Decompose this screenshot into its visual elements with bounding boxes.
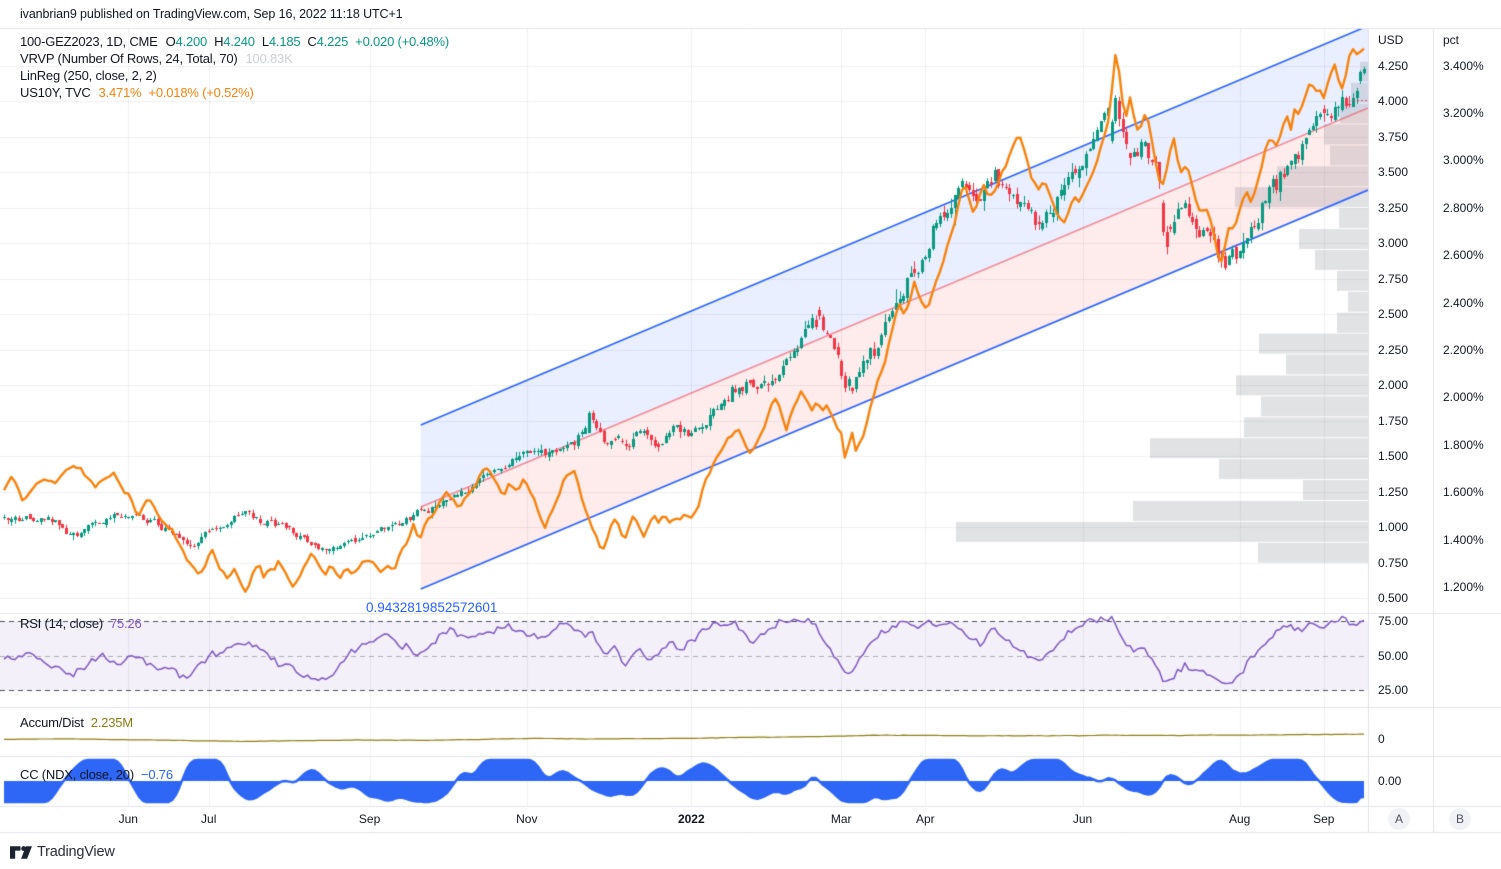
axis-tick: 0.00: [1378, 774, 1402, 788]
ad-value: 2.235M: [90, 715, 133, 730]
us10y-value: 3.471%: [98, 85, 142, 100]
axis-tick: 1.400%: [1443, 532, 1484, 547]
axis-tick: 1.750: [1378, 413, 1409, 428]
tradingview-logo-text: TradingView: [37, 844, 115, 860]
symbol-title: 100-GEZ2023, 1D, CME: [20, 34, 158, 49]
axis-tick: 3.200%: [1443, 105, 1484, 120]
axis-tick: 25.00: [1378, 683, 1409, 698]
axis-tick: 3.500: [1378, 165, 1409, 179]
axis-tick: 1.600%: [1443, 485, 1484, 500]
axis-tick: 3.000%: [1443, 153, 1484, 168]
linreg-pearson-label: 0.9432819852572601: [366, 600, 498, 615]
legend-linreg[interactable]: LinReg (250, close, 2, 2): [20, 68, 157, 83]
legend-main-series[interactable]: 100-GEZ2023, 1D, CME O4.200 H4.240 L4.185 C4…: [20, 34, 449, 49]
ohlc-high-value: 4.240: [223, 34, 255, 49]
axis-tick: 2.200%: [1443, 342, 1484, 357]
rsi-title: RSI (14, close): [20, 616, 103, 631]
linreg-title: LinReg (250, close, 2, 2): [20, 68, 157, 83]
axis-tick: 3.400%: [1443, 58, 1484, 73]
axis-tick: 50.00: [1378, 648, 1409, 663]
vrvp-title: VRVP (Number Of Rows, 24, Total, 70): [20, 51, 238, 66]
time-axis-label: Jun: [118, 812, 138, 826]
scale-b-button[interactable]: B: [1449, 808, 1471, 830]
tradingview-logo-icon: [10, 845, 32, 859]
time-axis-label: Sep: [1313, 812, 1335, 826]
time-axis-label: Apr: [915, 812, 935, 826]
ohlc-open-label: O: [165, 34, 176, 49]
axis-tick: 2.250: [1378, 342, 1409, 357]
axis-tick: 2.750: [1378, 271, 1409, 286]
rsi-pane-legend[interactable]: RSI (14, close) 75.26: [20, 616, 142, 631]
axis-tick: 0: [1378, 732, 1385, 746]
axis-tick: 3.250: [1378, 200, 1409, 215]
time-axis-label: Jul: [201, 812, 217, 826]
axis-tick: 2.400%: [1443, 295, 1484, 310]
axis-tick: 3.000: [1378, 236, 1409, 250]
axis-tick: 4.000: [1378, 94, 1409, 108]
tradingview-logo[interactable]: TradingView: [10, 844, 115, 860]
published-byline: ivanbrian9 published on TradingView.com,…: [20, 7, 403, 21]
axis-tick: 3.750: [1378, 129, 1409, 144]
axis-tick: 1.250: [1378, 484, 1409, 499]
ad-title: Accum/Dist: [20, 715, 84, 730]
scale-a-button[interactable]: A: [1388, 808, 1410, 830]
time-axis-label: Sep: [358, 812, 381, 826]
axis-tick: 2.800%: [1443, 200, 1484, 215]
axis-tick: 1.800%: [1443, 437, 1484, 452]
axis-tick: 0.500: [1378, 591, 1409, 605]
pct-axis-title[interactable]: pct: [1443, 33, 1460, 47]
time-axis-label: Jun: [1072, 812, 1093, 826]
axis-tick: 2.000%: [1443, 390, 1484, 405]
axis-tick: 1.200%: [1443, 579, 1484, 594]
usd-axis-title[interactable]: USD: [1378, 33, 1404, 47]
cc-title: CC (NDX, close, 20): [20, 767, 134, 782]
time-axis-label: Nov: [516, 812, 538, 826]
cc-pane-legend[interactable]: CC (NDX, close, 20) −0.76: [20, 767, 173, 782]
ohlc-change-value: +0.020 (+0.48%): [355, 34, 450, 49]
rsi-value: 75.26: [109, 616, 142, 631]
legend-vrvp[interactable]: VRVP (Number Of Rows, 24, Total, 70) 100.…: [20, 51, 293, 66]
axis-tick: 2.500: [1378, 307, 1409, 321]
cc-value: −0.76: [140, 767, 173, 782]
time-axis-label: Aug: [1229, 812, 1251, 826]
ohlc-high-label: H: [214, 34, 224, 49]
ad-pane-legend[interactable]: Accum/Dist 2.235M: [20, 715, 133, 730]
us10y-change: +0.018% (+0.52%): [148, 85, 254, 100]
ohlc-low-label: L: [261, 34, 269, 49]
ohlc-low-value: 4.185: [268, 34, 301, 49]
legend-us10y[interactable]: US10Y, TVC 3.471% +0.018% (+0.52%): [20, 85, 254, 100]
ohlc-close-value: 4.225: [316, 34, 349, 49]
axis-tick: 1.000: [1378, 520, 1409, 534]
ohlc-close-label: C: [307, 34, 317, 49]
time-axis-label: 2022: [677, 812, 705, 826]
axis-tick: 4.250: [1378, 58, 1409, 73]
axis-tick: 2.000: [1378, 378, 1409, 392]
time-axis-label: Mar: [830, 812, 852, 826]
axis-tick: 75.00: [1378, 614, 1409, 628]
axis-tick: 0.750: [1378, 555, 1409, 570]
vrvp-value: 100.83K: [245, 51, 293, 66]
us10y-title: US10Y, TVC: [20, 85, 91, 100]
axis-tick: 2.600%: [1443, 248, 1484, 263]
ohlc-open-value: 4.200: [175, 34, 208, 49]
axis-tick: 1.500: [1378, 449, 1409, 463]
